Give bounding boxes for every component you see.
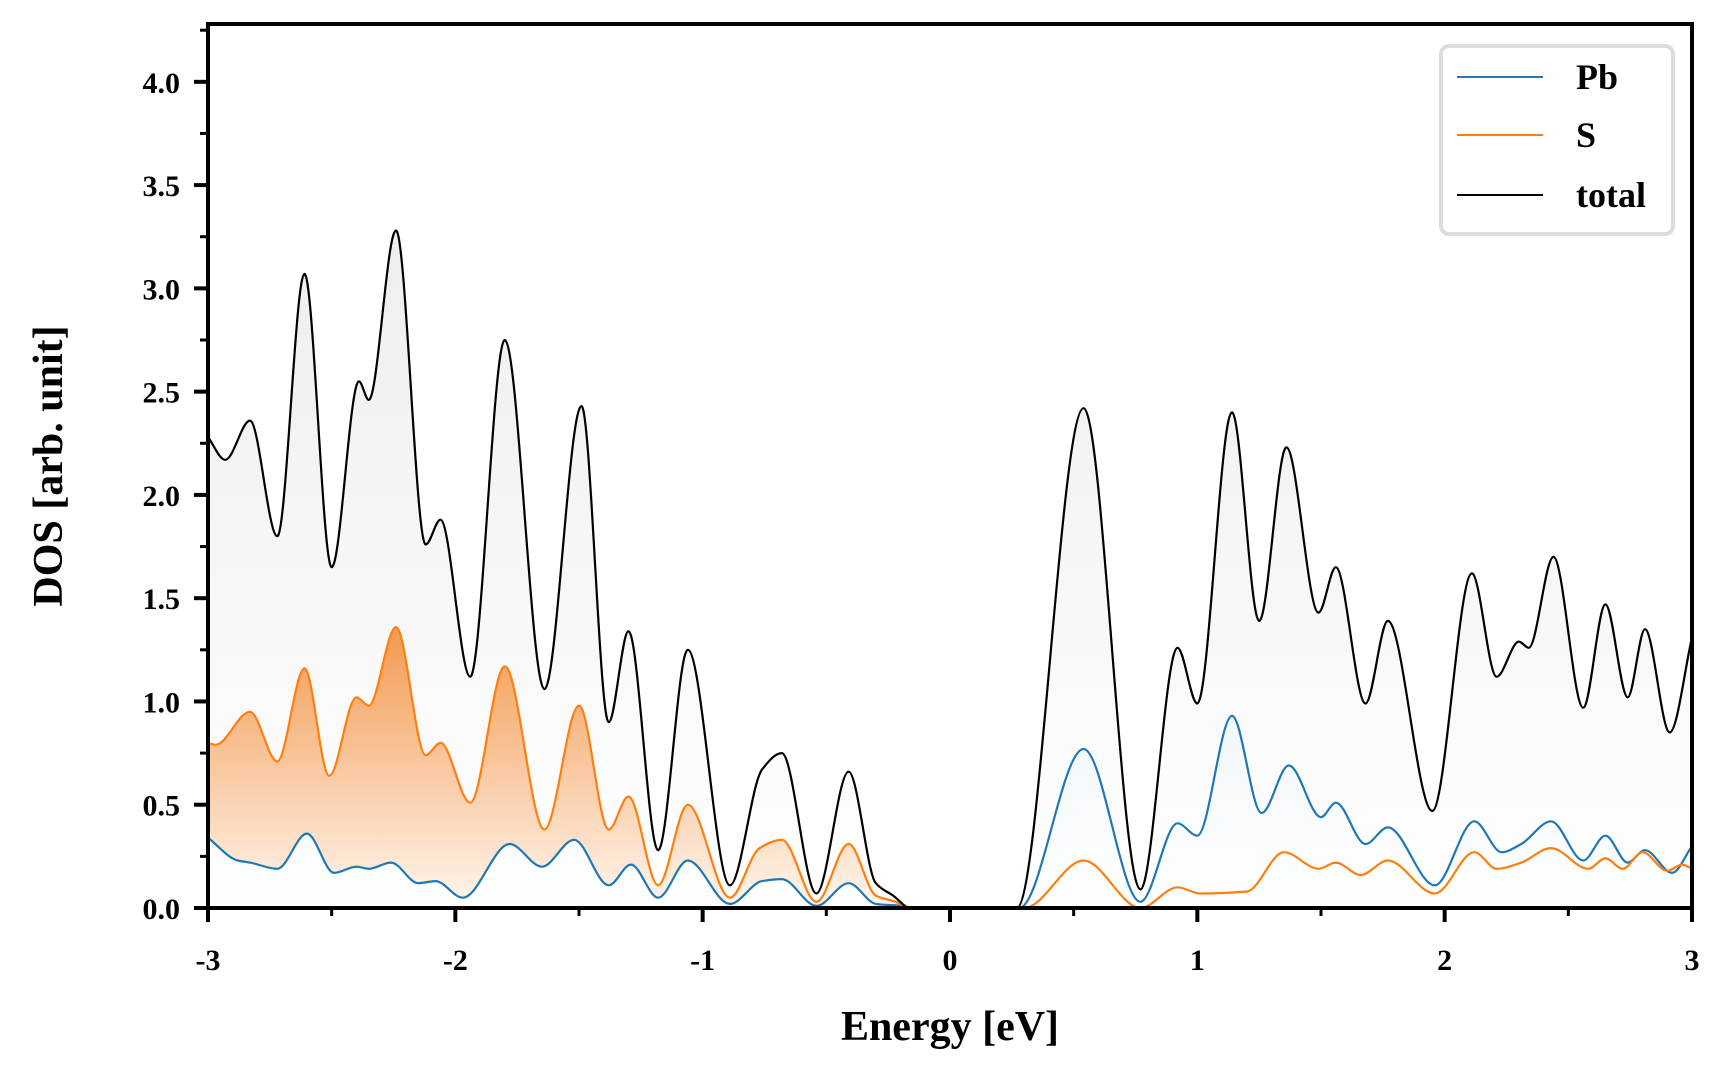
x-tick-label: 2 <box>1437 944 1452 977</box>
legend-item-s: S <box>1457 115 1596 155</box>
legend-label-pb: Pb <box>1576 57 1618 97</box>
y-tick-label: 2.5 <box>143 377 181 410</box>
y-tick-label: 4.0 <box>143 67 181 100</box>
legend-label-s: S <box>1576 115 1596 155</box>
y-tick-label: 1.5 <box>143 583 181 616</box>
legend-item-pb: Pb <box>1457 57 1618 97</box>
legend-label-total: total <box>1576 175 1646 215</box>
x-tick-label: 3 <box>1685 944 1700 977</box>
y-tick-label: 1.0 <box>143 686 181 719</box>
legend-item-total: total <box>1457 175 1646 215</box>
x-tick-label: 1 <box>1190 944 1205 977</box>
y-axis-title: DOS [arb. unit] <box>26 325 72 606</box>
series-line-s <box>208 626 1692 909</box>
x-tick-label: -1 <box>690 944 715 977</box>
series-fills <box>208 230 1692 908</box>
y-tick-label: 0.0 <box>143 893 181 926</box>
y-tick-label: 3.0 <box>143 273 181 306</box>
legend: Pb S total <box>1439 44 1675 236</box>
fill-area-pb <box>208 715 1692 908</box>
x-tick-label: 0 <box>943 944 958 977</box>
y-tick-label: 3.5 <box>143 170 181 203</box>
x-tick-label: -3 <box>196 944 221 977</box>
fill-area-s <box>208 627 1692 908</box>
y-tick-label: 0.5 <box>143 790 181 823</box>
legend-box <box>1439 44 1675 236</box>
x-axis-title: Energy [eV] <box>841 1004 1059 1050</box>
y-axis: 0.0 0.5 1.0 1.5 2.0 2.5 3.0 3.5 4.0 <box>143 28 208 926</box>
x-axis: -3 -2 -1 0 1 2 3 <box>196 908 1700 977</box>
y-tick-label: 2.0 <box>143 480 181 513</box>
series-line-total <box>208 229 1692 909</box>
x-tick-label: -2 <box>443 944 468 977</box>
